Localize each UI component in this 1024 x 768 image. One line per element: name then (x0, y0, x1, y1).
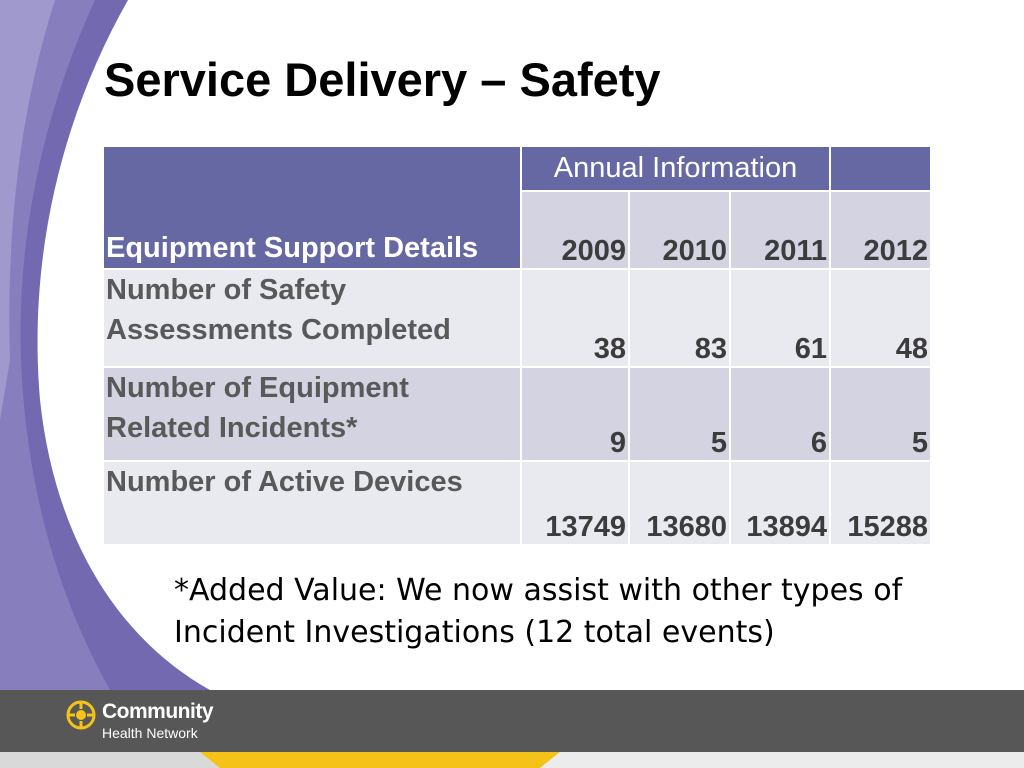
logo-star-icon (66, 700, 96, 730)
table-cell: 13749 (520, 460, 630, 546)
slide-title: Service Delivery – Safety (104, 53, 661, 106)
row-label: Number of Active Devices (102, 460, 522, 546)
header-blank-cell (829, 145, 933, 192)
year-header-2010: 2010 (628, 190, 731, 270)
community-health-network-logo: Community Health Network (66, 698, 216, 746)
table-cell: 5 (628, 366, 731, 462)
table-cell: 83 (628, 268, 731, 368)
table-cell: 15288 (829, 460, 933, 546)
footer-bar (0, 690, 1024, 752)
year-header-2012: 2012 (829, 190, 933, 270)
logo-subtitle: Health Network (102, 725, 198, 741)
row-label: Number of Equipment Related Incidents* (102, 366, 522, 462)
corner-header: Equipment Support Details (102, 145, 522, 270)
table-row: Number of Active Devices 13749 13680 138… (102, 460, 933, 546)
annual-information-header: Annual Information (519, 145, 832, 192)
logo-name: Community (102, 700, 214, 723)
footnote: *Added Value: We now assist with other t… (174, 573, 903, 650)
table-cell: 38 (520, 268, 630, 368)
table-cell: 48 (829, 268, 933, 368)
table-cell: 13894 (728, 460, 832, 546)
table-row: Number of Safety Assessments Completed 3… (102, 268, 933, 368)
bottom-accent-strip (0, 752, 1024, 768)
table-cell: 61 (728, 268, 832, 368)
year-header-2011: 2011 (728, 190, 832, 270)
table-cell: 9 (520, 366, 630, 462)
table-cell: 5 (829, 366, 933, 462)
table-cell: 6 (728, 366, 832, 462)
year-header-2009: 2009 (520, 190, 630, 270)
equipment-support-table: Equipment Support Details Annual Informa… (102, 145, 933, 546)
table-cell: 13680 (628, 460, 731, 546)
table-row: Number of Equipment Related Incidents* 9… (102, 366, 933, 462)
row-label: Number of Safety Assessments Completed (102, 268, 522, 368)
